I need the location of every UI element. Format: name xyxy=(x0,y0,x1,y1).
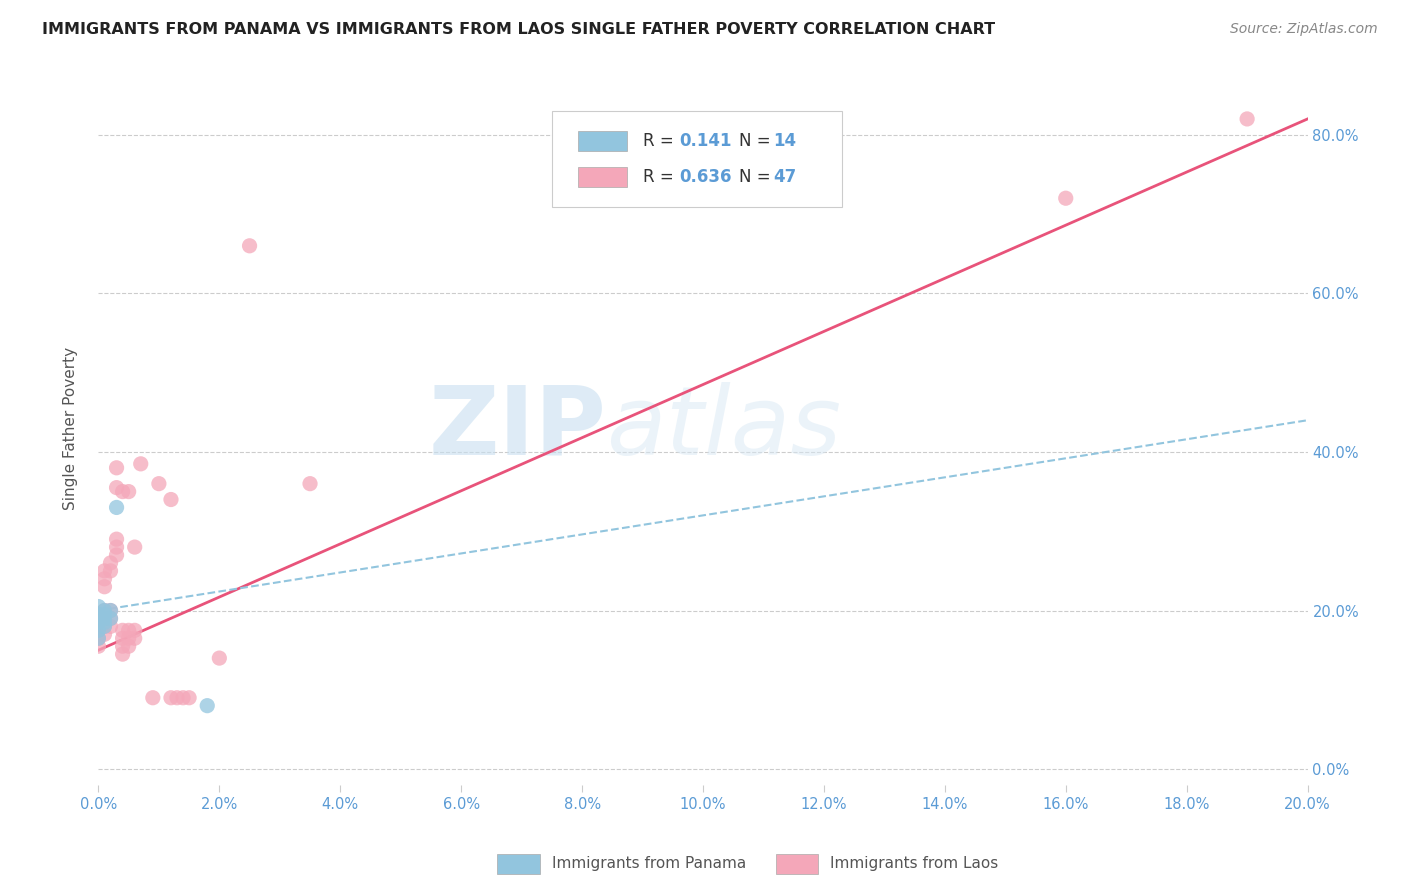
Point xyxy=(93,619,115,633)
Point xyxy=(93,627,115,641)
Point xyxy=(87,615,110,630)
Point xyxy=(118,639,141,653)
Point xyxy=(87,599,110,614)
Point xyxy=(118,624,141,638)
Point xyxy=(105,532,128,546)
Bar xyxy=(498,855,540,874)
Point xyxy=(111,647,134,661)
Point xyxy=(111,624,134,638)
Point xyxy=(87,624,110,638)
Text: 14: 14 xyxy=(773,132,796,150)
Point xyxy=(105,481,128,495)
Point xyxy=(239,239,262,253)
Text: atlas: atlas xyxy=(606,382,841,475)
Point xyxy=(100,556,122,570)
Point xyxy=(93,572,115,586)
Point xyxy=(111,484,134,499)
Point xyxy=(93,619,115,633)
Point xyxy=(93,603,115,617)
Point xyxy=(111,632,134,646)
Point xyxy=(100,564,122,578)
Point xyxy=(105,548,128,562)
Point xyxy=(105,460,128,475)
Point xyxy=(160,690,183,705)
Point xyxy=(100,611,122,625)
Text: Immigrants from Panama: Immigrants from Panama xyxy=(551,856,747,871)
Point xyxy=(124,624,146,638)
Point xyxy=(87,632,110,646)
Point xyxy=(93,615,115,630)
Point xyxy=(179,690,201,705)
Text: R =: R = xyxy=(643,132,679,150)
Point xyxy=(195,698,218,713)
Text: N =: N = xyxy=(740,168,776,186)
Point xyxy=(87,607,110,622)
Point xyxy=(87,624,110,638)
Point xyxy=(1236,112,1258,126)
Point xyxy=(87,615,110,630)
Point xyxy=(93,611,115,625)
Point xyxy=(111,639,134,653)
Text: Immigrants from Laos: Immigrants from Laos xyxy=(830,856,998,871)
Point xyxy=(100,603,122,617)
Point xyxy=(118,632,141,646)
Point xyxy=(93,607,115,622)
Text: 0.636: 0.636 xyxy=(679,168,731,186)
Text: IMMIGRANTS FROM PANAMA VS IMMIGRANTS FROM LAOS SINGLE FATHER POVERTY CORRELATION: IMMIGRANTS FROM PANAMA VS IMMIGRANTS FRO… xyxy=(42,22,995,37)
Text: 0.141: 0.141 xyxy=(679,132,731,150)
Point xyxy=(160,492,183,507)
Text: 47: 47 xyxy=(773,168,796,186)
Point xyxy=(172,690,194,705)
Text: Source: ZipAtlas.com: Source: ZipAtlas.com xyxy=(1230,22,1378,37)
Y-axis label: Single Father Poverty: Single Father Poverty xyxy=(63,347,77,509)
Point xyxy=(100,619,122,633)
Text: ZIP: ZIP xyxy=(429,382,606,475)
Bar xyxy=(578,131,627,151)
Bar xyxy=(776,855,818,874)
Point xyxy=(208,651,231,665)
Text: R =: R = xyxy=(643,168,679,186)
Point xyxy=(124,632,146,646)
Point xyxy=(100,611,122,625)
Point xyxy=(299,476,322,491)
FancyBboxPatch shape xyxy=(551,111,842,207)
Point xyxy=(1054,191,1077,205)
Point xyxy=(93,580,115,594)
Point xyxy=(148,476,170,491)
Bar xyxy=(578,167,627,186)
Point xyxy=(87,639,110,653)
Point xyxy=(105,540,128,554)
Point xyxy=(100,603,122,617)
Point xyxy=(87,632,110,646)
Point xyxy=(93,611,115,625)
Point xyxy=(142,690,165,705)
Point xyxy=(93,564,115,578)
Text: N =: N = xyxy=(740,132,776,150)
Point xyxy=(93,603,115,617)
Point xyxy=(105,500,128,515)
Point xyxy=(124,540,146,554)
Point xyxy=(166,690,188,705)
Point xyxy=(118,484,141,499)
Point xyxy=(87,607,110,622)
Point xyxy=(129,457,152,471)
